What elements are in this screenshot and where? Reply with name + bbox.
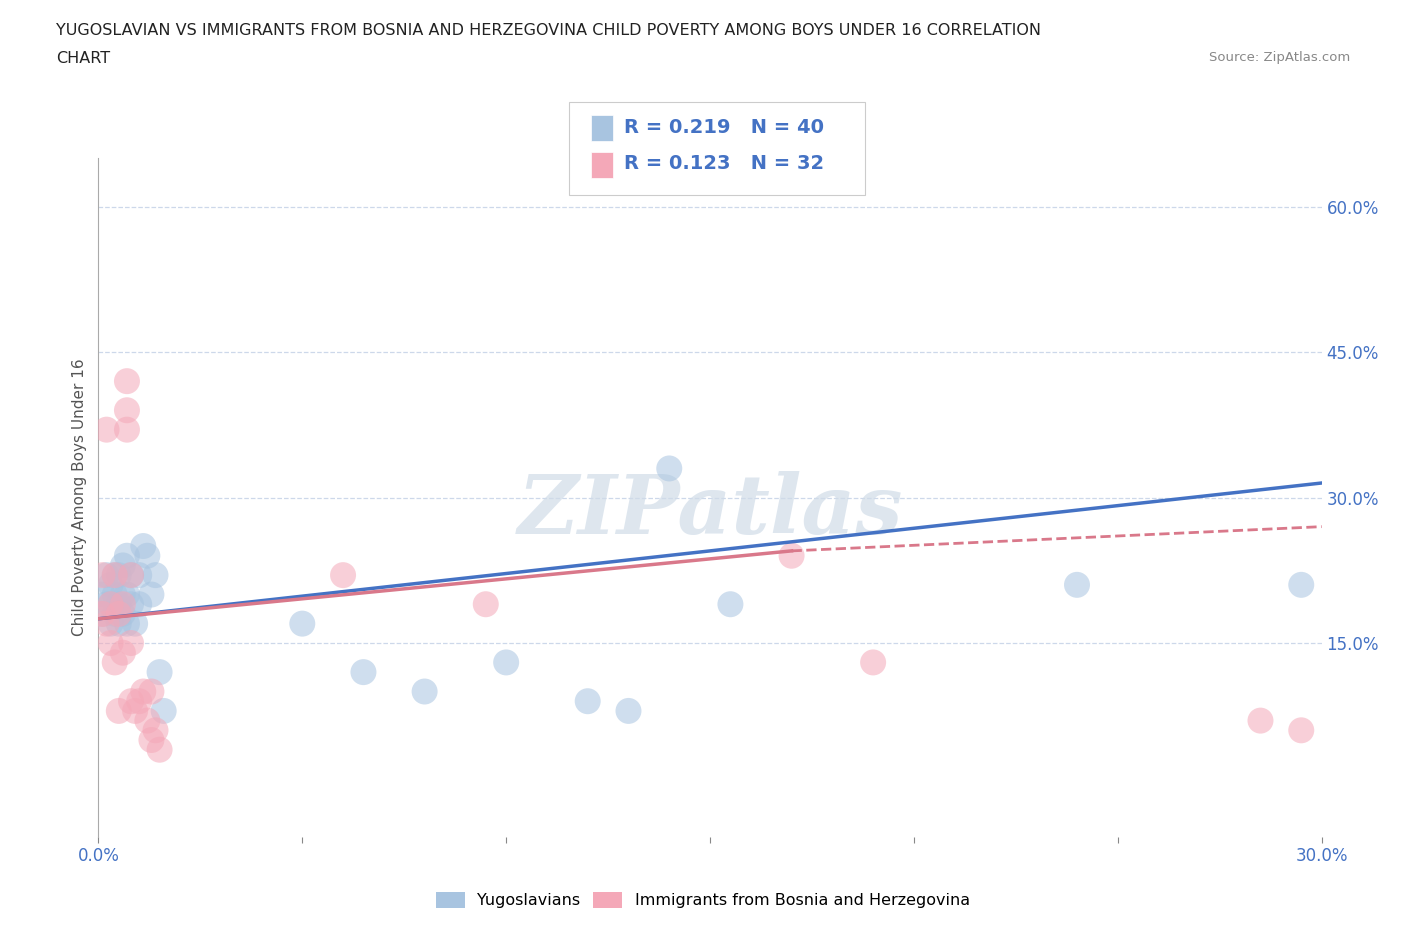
Point (111, 645, 134, 660)
Text: CHART: CHART (56, 51, 110, 66)
Point (96, 567, 118, 582)
Point (141, 587, 163, 602)
Point (474, 597, 498, 612)
Text: ZIPatlas: ZIPatlas (517, 472, 903, 551)
Point (100, 578, 122, 592)
Point (104, 655, 127, 670)
Point (115, 549, 138, 564)
Point (136, 713, 159, 728)
Point (124, 703, 146, 718)
Point (120, 597, 142, 612)
Point (120, 567, 142, 582)
Point (108, 606, 131, 621)
Point (96, 422, 118, 437)
Text: R = 0.123   N = 32: R = 0.123 N = 32 (624, 154, 824, 173)
Point (108, 617, 131, 631)
Point (128, 567, 150, 582)
Point (352, 665, 374, 680)
Point (111, 558, 134, 573)
Point (115, 422, 138, 437)
Point (96, 617, 118, 631)
Point (108, 567, 131, 582)
Point (111, 587, 134, 602)
Point (104, 606, 127, 621)
Point (149, 665, 172, 680)
Point (115, 587, 138, 602)
Point (108, 703, 131, 718)
Point (136, 549, 159, 564)
Point (145, 723, 167, 737)
Point (152, 703, 174, 718)
Point (128, 694, 150, 709)
Point (495, 655, 517, 670)
Point (115, 617, 138, 631)
Point (111, 606, 134, 621)
Point (111, 597, 134, 612)
Point (100, 617, 122, 631)
Point (100, 597, 122, 612)
Point (104, 567, 127, 582)
Point (141, 733, 163, 748)
Point (780, 549, 803, 564)
Point (120, 567, 142, 582)
Point (1249, 713, 1271, 728)
Point (91, 606, 114, 621)
Point (862, 655, 884, 670)
Legend: Yugoslavians, Immigrants from Bosnia and Herzegovina: Yugoslavians, Immigrants from Bosnia and… (430, 885, 976, 914)
Point (132, 538, 155, 553)
Point (413, 684, 436, 699)
Point (1066, 578, 1088, 592)
Point (100, 597, 122, 612)
Point (145, 567, 167, 582)
Point (291, 617, 314, 631)
Text: YUGOSLAVIAN VS IMMIGRANTS FROM BOSNIA AND HERZEGOVINA CHILD POVERTY AMONG BOYS U: YUGOSLAVIAN VS IMMIGRANTS FROM BOSNIA AN… (56, 23, 1042, 38)
Point (115, 403, 138, 418)
Point (332, 567, 354, 582)
Point (96, 597, 118, 612)
Point (91, 587, 114, 602)
Point (91, 567, 114, 582)
Point (1291, 578, 1313, 592)
Point (718, 597, 742, 612)
Point (658, 461, 681, 476)
Y-axis label: Child Poverty Among Boys Under 16: Child Poverty Among Boys Under 16 (72, 359, 87, 636)
Point (108, 597, 131, 612)
Point (115, 374, 138, 389)
Point (124, 617, 146, 631)
Point (1291, 723, 1313, 737)
Point (149, 742, 172, 757)
Point (104, 567, 127, 582)
Point (617, 703, 640, 718)
Text: R = 0.219   N = 40: R = 0.219 N = 40 (624, 118, 824, 137)
Point (104, 587, 127, 602)
Point (100, 635, 122, 650)
Text: Source: ZipAtlas.com: Source: ZipAtlas.com (1209, 51, 1350, 64)
Point (132, 684, 155, 699)
Point (120, 635, 142, 650)
Point (128, 597, 150, 612)
Point (91, 606, 114, 621)
Point (120, 694, 142, 709)
Point (141, 684, 163, 699)
Point (576, 694, 599, 709)
